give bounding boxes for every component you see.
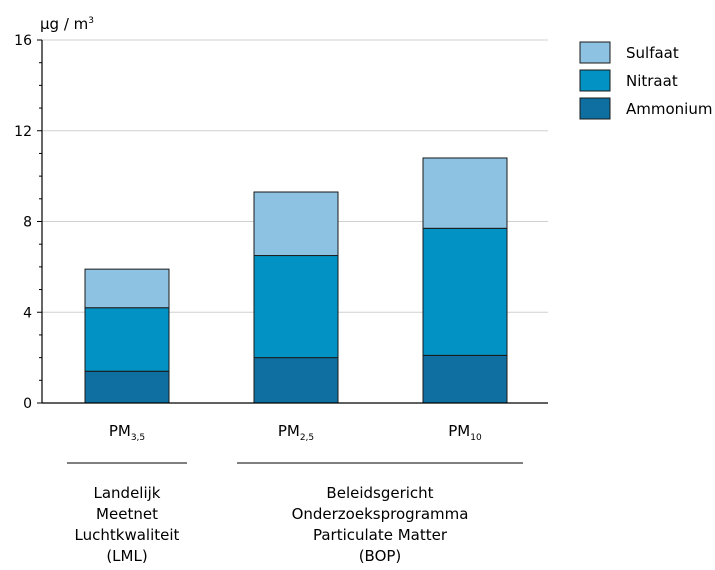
legend-label-ammonium: Ammonium (626, 100, 712, 118)
x-tick-label-subscript: 10 (470, 433, 482, 443)
x-tick-label: PM10 (448, 422, 482, 443)
x-tick-label-base: PM (448, 422, 470, 440)
group-label-line: Luchtkwaliteit (75, 526, 180, 544)
y-axis-label: µg / m3 (40, 15, 94, 33)
bar-segment-nitraat (422, 227, 508, 356)
y-tick-label: 8 (23, 215, 32, 231)
bar-segment-ammonium (422, 354, 508, 404)
x-tick-label-subscript: 3,5 (131, 433, 145, 443)
x-tick-label-subscript: 2,5 (300, 433, 314, 443)
y-tick-label: 16 (14, 33, 32, 49)
bar-segment-sulfaat (253, 191, 339, 257)
bar-segment-ammonium (253, 357, 339, 404)
axes: 0 4 8 12 16 (14, 33, 548, 412)
x-tick-labels: PM3,5 PM2,5 PM10 (109, 422, 482, 443)
x-tick-label: PM3,5 (109, 422, 145, 443)
x-tick-label-base: PM (278, 422, 300, 440)
bars (84, 157, 508, 404)
bar-segment-sulfaat (422, 157, 508, 229)
group-label-line: Landelijk (94, 484, 161, 502)
legend: Sulfaat Nitraat Ammonium (579, 41, 712, 120)
x-tick-label-base: PM (109, 422, 131, 440)
group-label-line: Beleidsgericht (326, 484, 433, 502)
legend-label-nitraat: Nitraat (626, 72, 678, 90)
group-label-line: Onderzoeksprogramma (292, 505, 469, 523)
y-tick-label: 12 (14, 124, 32, 140)
y-tick-label: 4 (23, 305, 32, 321)
legend-swatch-sulfaat (579, 41, 611, 64)
y-axis-label-text: µg / m (40, 15, 88, 33)
y-axis-label-superscript: 3 (88, 16, 94, 26)
bar-segment-sulfaat (84, 268, 170, 309)
legend-swatch-ammonium (579, 97, 611, 120)
group-label-line: Particulate Matter (313, 526, 448, 544)
legend-swatch-nitraat (579, 69, 611, 92)
legend-label-sulfaat: Sulfaat (626, 44, 679, 62)
group-label-line: Meetnet (96, 505, 158, 523)
x-tick-label: PM2,5 (278, 422, 314, 443)
category-groups: Landelijk Meetnet Luchtkwaliteit (LML) Belei… (67, 462, 523, 565)
bar-segment-nitraat (84, 307, 170, 372)
y-tick-label: 0 (23, 396, 32, 412)
bar-segment-nitraat (253, 255, 339, 359)
group-label-line: (BOP) (359, 547, 402, 565)
group-label-line: (LML) (106, 547, 147, 565)
bar-segment-ammonium (84, 370, 170, 404)
